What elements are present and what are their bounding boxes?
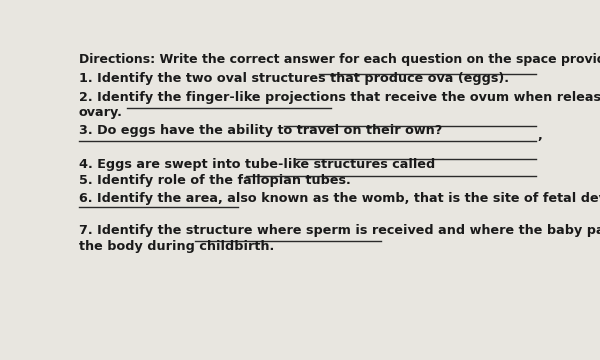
Text: 7. Identify the structure where sperm is received and where the baby passes out : 7. Identify the structure where sperm is… [79, 224, 600, 237]
Text: 4. Eggs are swept into tube-like structures called: 4. Eggs are swept into tube-like structu… [79, 158, 435, 171]
Text: 2. Identify the finger-like projections that receive the ovum when released from: 2. Identify the finger-like projections … [79, 91, 600, 104]
Text: 5. Identify role of the fallopian tubes.: 5. Identify role of the fallopian tubes. [79, 174, 350, 187]
Text: Directions: Write the correct answer for each question on the space provided.: Directions: Write the correct answer for… [79, 53, 600, 66]
Text: 6. Identify the area, also known as the womb, that is the site of fetal developm: 6. Identify the area, also known as the … [79, 192, 600, 205]
Text: the body during childbirth.: the body during childbirth. [79, 239, 274, 253]
Text: 3. Do eggs have the ability to travel on their own?: 3. Do eggs have the ability to travel on… [79, 124, 442, 137]
Text: ,: , [538, 129, 542, 142]
Text: ovary.: ovary. [79, 106, 123, 119]
Text: 1. Identify the two oval structures that produce ova (eggs).: 1. Identify the two oval structures that… [79, 72, 509, 85]
